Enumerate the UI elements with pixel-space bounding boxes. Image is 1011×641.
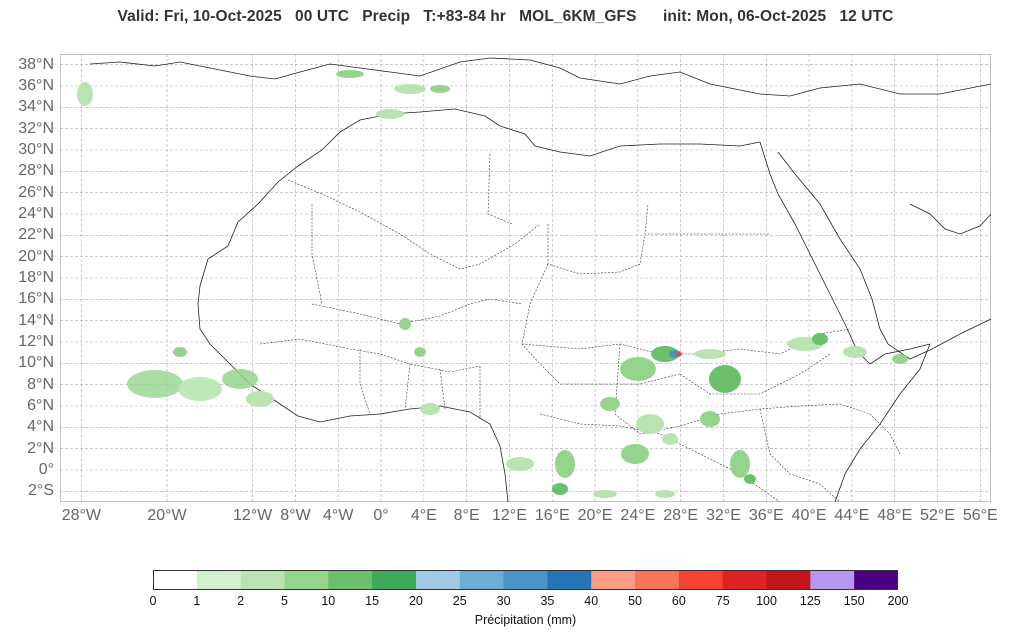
lon-tick-label: 4°W [323, 507, 354, 524]
colorbar-segment [153, 570, 198, 590]
colorbar-segment [459, 570, 505, 590]
lat-tick-label: 6°N [27, 397, 54, 414]
colorbar-tick-label: 25 [452, 594, 467, 608]
colorbar-tick-label: 125 [799, 594, 821, 608]
lat-tick-label: 16°N [18, 290, 54, 308]
lon-tick-label: 0° [373, 507, 389, 524]
colorbar-tick-label: 15 [365, 594, 380, 608]
colorbar-tick-label: 75 [715, 594, 730, 608]
colorbar-segment [240, 570, 285, 590]
colorbar-segment [766, 570, 811, 590]
lat-tick-label: 4°N [27, 418, 54, 436]
colorbar-segment [547, 570, 592, 590]
lat-tick-label: 0° [38, 461, 54, 478]
colorbar-tick-label: 60 [671, 594, 686, 608]
lat-tick-label: 12°N [18, 333, 54, 350]
lat-tick-label: 10°N [18, 354, 54, 372]
colorbar-tick-label: 35 [540, 594, 555, 608]
lon-tick-label: 12°W [232, 507, 273, 524]
lon-tick-label: 44°E [834, 507, 870, 524]
lon-tick-label: 36°E [748, 507, 784, 524]
colorbar-segment [635, 570, 680, 590]
colorbar-segment [415, 570, 461, 590]
lon-tick-label: 24°E [620, 507, 656, 524]
colorbar-tick-label: 200 [887, 594, 909, 608]
colorbar-segment [722, 570, 768, 590]
colorbar-tick-label: 1 [193, 594, 201, 608]
precipitation-map [60, 54, 991, 502]
lon-tick-label: 40°E [791, 507, 827, 524]
colorbar-tick-label: 20 [408, 594, 423, 608]
lat-tick-label: 26°N [18, 183, 54, 201]
lat-tick-label: 14°N [18, 311, 54, 329]
colorbar-segment [284, 570, 329, 590]
colorbar-border [153, 570, 898, 590]
colorbar-label: Précipitation (mm) [474, 613, 577, 627]
lon-tick-label: 48°E [877, 507, 913, 524]
lat-tick-label: 24°N [18, 205, 54, 222]
colorbar-segment [591, 570, 636, 590]
colorbar-tick-label: 30 [496, 594, 511, 608]
chart-title: Valid: Fri, 10-Oct-2025 00 UTC Precip T:… [117, 8, 894, 25]
lat-tick-label: 34°N [18, 98, 54, 116]
precipitation-field [77, 70, 908, 498]
colorbar-segment [678, 570, 724, 590]
lat-tick-label: 32°N [18, 119, 54, 137]
lon-tick-label: 32°E [706, 507, 741, 524]
colorbar-segment [854, 570, 898, 590]
lon-tick-label: 8°E [453, 507, 480, 524]
colorbar-tick-label: 0 [149, 594, 157, 608]
lon-tick-label: 4°E [410, 507, 437, 524]
colorbar-tick-label: 40 [584, 594, 599, 608]
colorbar-segment [503, 570, 548, 590]
lat-tick-label: 20°N [18, 247, 54, 265]
lon-tick-label: 56°E [962, 507, 998, 524]
lon-tick-label: 8°W [280, 507, 311, 524]
lat-tick-label: 2°N [27, 439, 54, 457]
colorbar-tick-label: 150 [843, 594, 865, 608]
lon-tick-label: 28°E [663, 507, 699, 524]
lon-tick-label: 20°E [577, 507, 613, 524]
colorbar-segment [372, 570, 417, 590]
precipitation-colorbar [153, 570, 898, 590]
lon-tick-label: 16°E [534, 507, 570, 524]
lat-tick-label: 18°N [18, 269, 54, 286]
colorbar-tick-label: 10 [321, 594, 336, 608]
colorbar-segment [196, 570, 242, 590]
colorbar-segment [328, 570, 373, 590]
lon-tick-label: 20°W [147, 507, 187, 524]
colorbar-tick-label: 5 [280, 594, 288, 608]
lat-tick-label: 38°N [18, 55, 54, 73]
lon-tick-label: 12°E [492, 507, 527, 524]
colorbar-segment [810, 570, 855, 590]
lat-tick-label: 22°N [18, 226, 54, 244]
lon-tick-label: 28°W [61, 507, 102, 524]
lat-tick-label: 36°N [18, 77, 54, 94]
lon-tick-label: 52°E [920, 507, 955, 524]
colorbar-tick-label: 100 [756, 594, 777, 608]
lat-tick-label: 30°N [18, 141, 54, 158]
graticule-grid [60, 54, 991, 502]
lat-tick-label: 8°N [27, 375, 54, 393]
lat-tick-label: 28°N [18, 162, 54, 180]
colorbar-tick-label: 2 [237, 594, 245, 608]
colorbar-tick-label: 50 [628, 594, 642, 608]
lat-tick-label: 2°S [28, 482, 54, 500]
